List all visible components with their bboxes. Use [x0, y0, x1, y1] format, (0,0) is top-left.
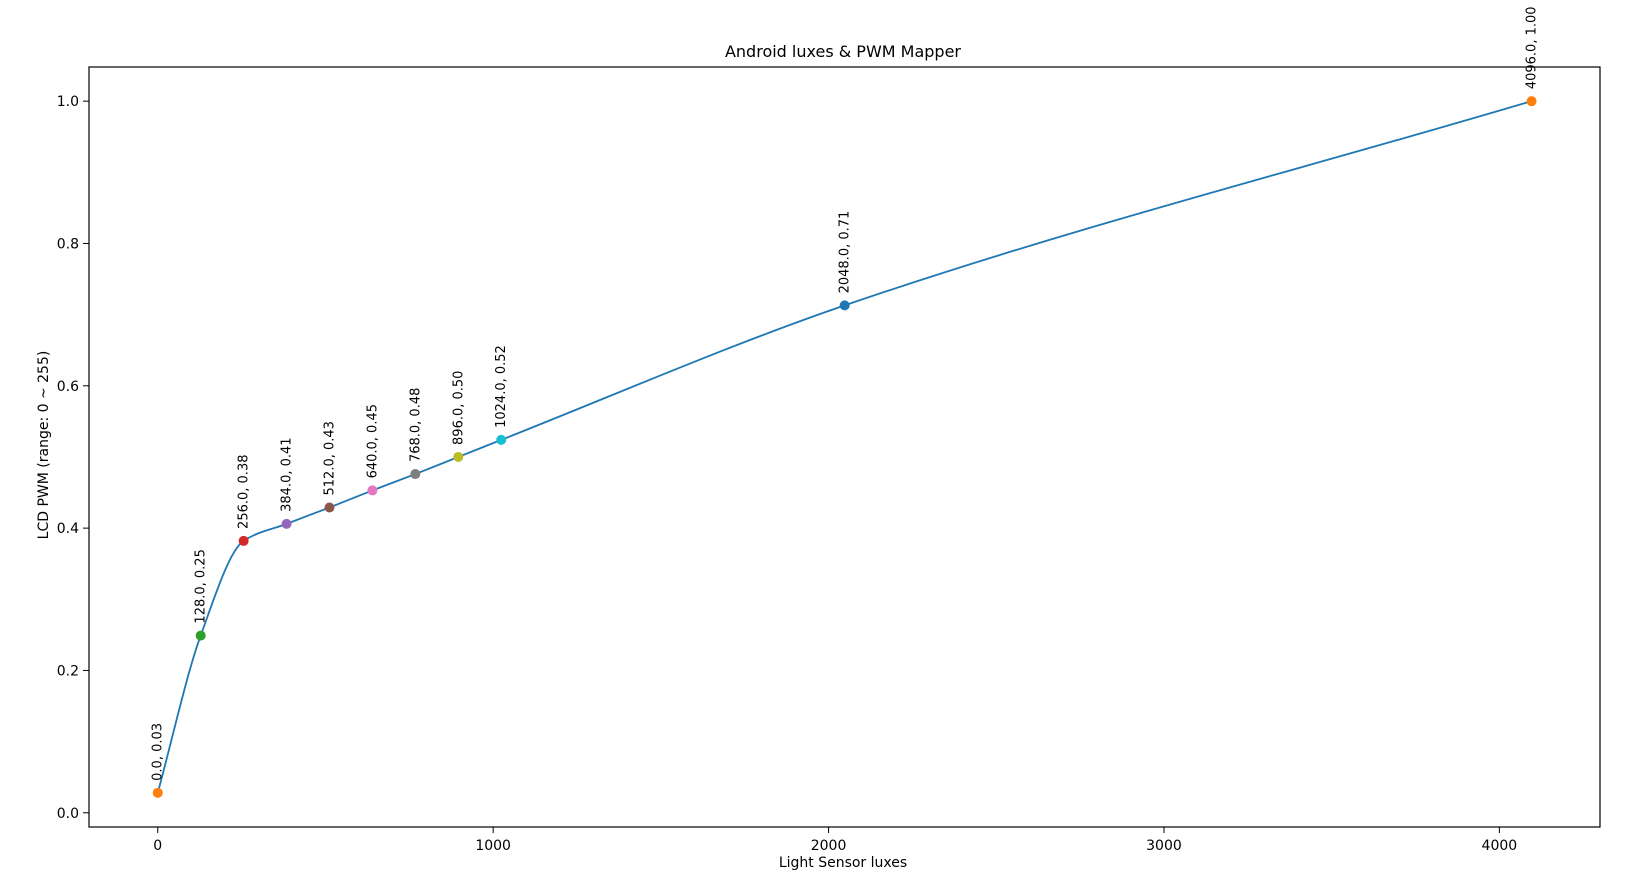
- y-tick-label: 0.8: [57, 236, 79, 252]
- x-tick-label: 0: [153, 838, 162, 854]
- data-point-label: 0.0, 0.03: [151, 723, 166, 781]
- data-point-label: 256.0, 0.38: [237, 454, 252, 528]
- y-tick-label: 1.0: [57, 94, 79, 110]
- data-point-label: 384.0, 0.41: [280, 437, 295, 511]
- data-point-label: 768.0, 0.48: [408, 388, 423, 462]
- data-point: [367, 485, 378, 496]
- y-tick-label: 0.4: [57, 521, 79, 537]
- data-point: [152, 787, 163, 798]
- data-point: [453, 451, 464, 462]
- data-point-label: 128.0, 0.25: [194, 549, 209, 623]
- y-axis-label: LCD PWM (range: 0 ~ 255): [36, 351, 52, 540]
- y-tick-label: 0.6: [57, 379, 79, 395]
- data-point: [195, 630, 206, 641]
- x-tick-label: 3000: [1146, 838, 1182, 854]
- x-axis-label: Light Sensor luxes: [779, 855, 907, 871]
- plot-frame: [88, 66, 1601, 828]
- data-point-label: 640.0, 0.45: [365, 404, 380, 478]
- data-point-label: 4096.0, 1.00: [1525, 6, 1540, 89]
- data-point-label: 2048.0, 0.71: [838, 211, 853, 294]
- chart-title: Android luxes & PWM Mapper: [725, 42, 961, 61]
- data-point-label: 512.0, 0.43: [322, 421, 337, 495]
- y-tick-label: 0.2: [57, 663, 79, 679]
- data-point-label: 896.0, 0.50: [451, 371, 466, 445]
- data-point: [839, 300, 850, 311]
- data-point: [324, 502, 335, 513]
- x-tick-label: 4000: [1482, 838, 1518, 854]
- data-point: [1526, 96, 1537, 107]
- data-point-label: 1024.0, 0.52: [494, 345, 509, 428]
- x-tick-label: 2000: [811, 838, 847, 854]
- data-point: [496, 434, 507, 445]
- data-point: [410, 469, 421, 480]
- y-tick-label: 0.0: [57, 806, 79, 822]
- data-point: [281, 518, 292, 529]
- plot-marks: [152, 96, 1537, 798]
- data-point: [238, 535, 249, 546]
- x-tick-label: 1000: [475, 838, 511, 854]
